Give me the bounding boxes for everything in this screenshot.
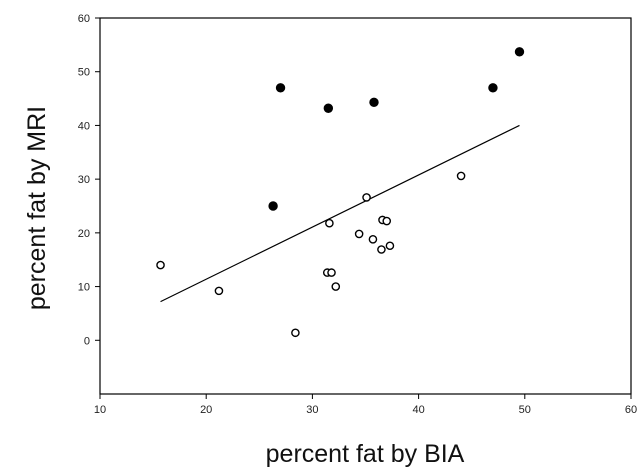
filled-point bbox=[514, 47, 525, 57]
filled-point bbox=[369, 97, 379, 108]
x-tick-label: 30 bbox=[306, 404, 318, 416]
open-point bbox=[291, 328, 300, 338]
filled-point bbox=[275, 83, 286, 93]
y-axis-title: percent fat by MRI bbox=[23, 106, 51, 310]
open-point bbox=[354, 229, 364, 239]
plot-frame bbox=[99, 17, 632, 395]
open-point bbox=[382, 216, 392, 226]
open-point bbox=[368, 235, 378, 244]
open-point bbox=[377, 245, 386, 254]
open-point bbox=[156, 260, 165, 270]
y-axis: 0 10 20 30 40 50 60 bbox=[78, 13, 100, 347]
open-point bbox=[456, 171, 466, 181]
filled-point bbox=[268, 201, 278, 211]
x-tick-label: 10 bbox=[94, 404, 106, 416]
open-point bbox=[327, 268, 336, 277]
y-tick-label: 20 bbox=[78, 228, 90, 240]
filled-point bbox=[323, 103, 334, 113]
open-point bbox=[362, 193, 371, 202]
x-axis: 10 20 30 40 50 60 bbox=[94, 394, 637, 416]
y-tick-label: 40 bbox=[78, 120, 90, 132]
y-tick-label: 0 bbox=[84, 335, 90, 347]
x-tick-label: 20 bbox=[200, 404, 212, 416]
x-axis-title: percent fat by BIA bbox=[266, 440, 465, 467]
x-tick-label: 50 bbox=[519, 404, 531, 416]
y-tick-label: 60 bbox=[78, 13, 90, 25]
x-tick-label: 60 bbox=[625, 404, 637, 416]
y-tick-label: 10 bbox=[78, 282, 90, 294]
filled-point bbox=[488, 83, 498, 93]
x-tick-label: 40 bbox=[412, 404, 424, 416]
open-point bbox=[214, 286, 224, 296]
y-tick-label: 30 bbox=[78, 174, 90, 186]
y-tick-label: 50 bbox=[78, 67, 90, 79]
data-points bbox=[156, 47, 525, 338]
open-point bbox=[331, 282, 341, 291]
open-point bbox=[385, 241, 395, 251]
regression-line bbox=[160, 124, 520, 303]
open-point bbox=[325, 218, 334, 228]
